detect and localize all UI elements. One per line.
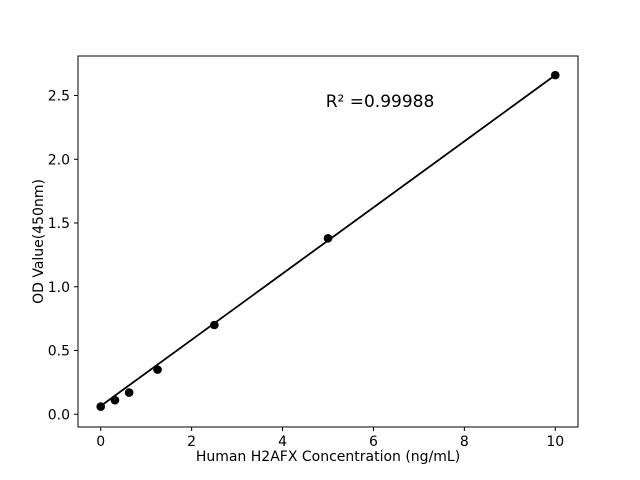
data-point: [96, 402, 106, 411]
y-tick-label: 1.0: [48, 280, 70, 296]
x-tick-label: 6: [369, 434, 378, 450]
x-tick-label: 4: [278, 434, 287, 450]
x-tick-label: 0: [96, 434, 105, 450]
x-tick-label: 10: [546, 434, 564, 450]
y-tick-label: 2.0: [48, 152, 70, 168]
y-axis-label: OD Value(450nm): [31, 179, 47, 304]
y-tick-label: 1.5: [48, 216, 70, 232]
data-point: [550, 70, 560, 80]
data-point: [323, 234, 333, 243]
data-point: [110, 395, 120, 405]
y-tick-label: 0.5: [48, 344, 70, 360]
x-axis-label: Human H2AFX Concentration (ng/mL): [196, 449, 460, 465]
y-tick-label: 2.5: [48, 89, 70, 105]
data-point: [124, 388, 134, 397]
data-point: [210, 320, 219, 330]
y-tick-label: 0.0: [48, 407, 70, 423]
plot-area: 0 2 4 6 8 10 0.0 0.5 1.0 1.5 2.0 2.5: [48, 55, 579, 450]
x-tick-label: 8: [460, 434, 469, 450]
x-tick-label: 2: [187, 434, 196, 450]
r-squared-annotation: R² =0.99988: [326, 92, 435, 112]
plot-frame: [77, 55, 579, 428]
data-point: [153, 365, 162, 374]
